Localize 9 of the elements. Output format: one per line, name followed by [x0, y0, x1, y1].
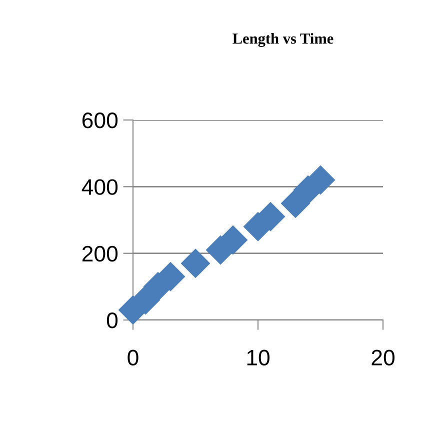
chart-title: Length vs Time — [232, 33, 334, 47]
x-tick-label: 0 — [128, 350, 138, 366]
y-tick-label: 600 — [82, 112, 118, 128]
y-tick-label: 200 — [82, 246, 118, 262]
point — [181, 248, 210, 278]
y-tick-label: 400 — [82, 179, 118, 195]
x-tick-label: 20 — [372, 350, 394, 366]
y-tick-label: 0 — [106, 312, 118, 328]
x-tick-label: 10 — [247, 350, 270, 366]
